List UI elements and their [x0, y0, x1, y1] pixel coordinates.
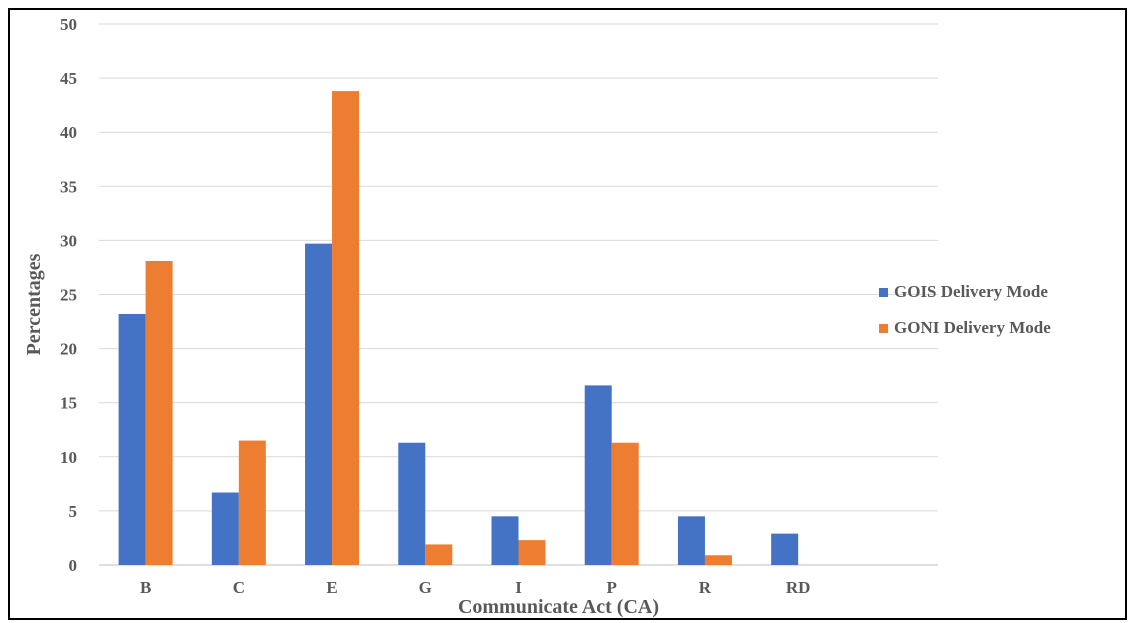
x-tick-label: I — [515, 578, 522, 597]
bar-gois-p — [584, 385, 612, 565]
y-axis-title: Percentages — [23, 253, 45, 355]
bar-gois-c — [211, 492, 239, 565]
legend-label: GONI Delivery Mode — [894, 318, 1051, 337]
x-axis-title: Communicate Act (CA) — [458, 596, 659, 618]
bar-gois-i — [491, 516, 519, 565]
chart-frame — [8, 8, 1127, 620]
bar-gois-rd — [771, 533, 799, 565]
x-tick-label: P — [607, 578, 617, 597]
bar-goni-r — [704, 555, 732, 565]
y-tick-label: 50 — [60, 15, 77, 34]
legend-swatch — [879, 288, 888, 297]
bars — [118, 91, 799, 566]
bar-gois-g — [398, 442, 426, 565]
x-tick-label: E — [326, 578, 337, 597]
gridlines — [99, 23, 938, 566]
y-tick-label: 25 — [60, 286, 77, 305]
bar-goni-p — [611, 442, 639, 565]
x-tick-label: G — [419, 578, 432, 597]
bar-goni-e — [332, 91, 360, 566]
bar-gois-e — [305, 243, 333, 565]
y-tick-label: 10 — [60, 448, 77, 467]
bar-goni-c — [238, 440, 266, 565]
bar-goni-g — [425, 544, 453, 565]
x-tick-label: C — [233, 578, 245, 597]
y-tick-label: 30 — [60, 231, 77, 250]
y-tick-label: 15 — [60, 394, 77, 413]
y-tick-label: 45 — [60, 69, 77, 88]
bar-gois-r — [677, 516, 705, 565]
legend-label: GOIS Delivery Mode — [894, 282, 1048, 301]
y-tick-label: 35 — [60, 177, 77, 196]
x-tick-label: R — [699, 578, 712, 597]
bar-gois-b — [118, 313, 146, 565]
x-tick-label: B — [140, 578, 151, 597]
bar-goni-i — [518, 540, 546, 565]
x-tick-label: RD — [786, 578, 811, 597]
y-tick-label: 0 — [69, 556, 78, 575]
legend-swatch — [879, 324, 888, 333]
y-tick-labels: 0 5 10 15 20 25 30 35 40 45 50 — [60, 15, 77, 575]
y-tick-label: 5 — [69, 502, 78, 521]
legend: GOIS Delivery Mode GONI Delivery Mode — [879, 282, 1051, 337]
y-tick-label: 40 — [60, 123, 77, 142]
bar-goni-b — [145, 260, 173, 565]
y-tick-label: 20 — [60, 340, 77, 359]
x-tick-labels: B C E G I P R RD — [140, 578, 811, 597]
